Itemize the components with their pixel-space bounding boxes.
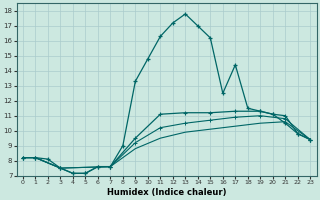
X-axis label: Humidex (Indice chaleur): Humidex (Indice chaleur) xyxy=(107,188,226,197)
